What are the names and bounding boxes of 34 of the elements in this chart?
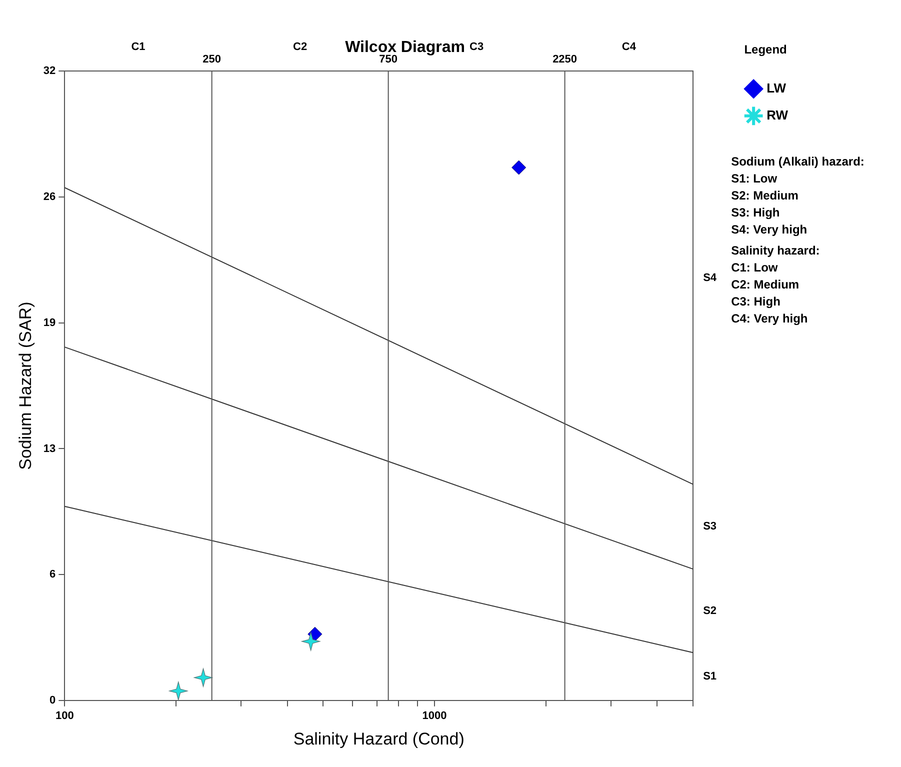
x-axis-title: Salinity Hazard (Cond) (293, 729, 464, 748)
text: S3: High (731, 206, 780, 220)
y-tick-label: 19 (43, 316, 56, 329)
text: C4 (622, 41, 637, 54)
legend-label: RW (766, 107, 789, 122)
y-tick-label: 13 (43, 442, 56, 455)
text: S2 (703, 604, 717, 617)
y-tick-label: 32 (43, 65, 56, 78)
text: S2: Medium (731, 188, 798, 203)
x-tick-label: 1000 (422, 710, 447, 722)
ref-line-label: 250 (202, 54, 222, 66)
legend-label: LW (766, 80, 787, 96)
text: C3 (470, 41, 484, 54)
text: S3 (703, 520, 717, 533)
text: Sodium (Alkali) hazard: (731, 154, 864, 169)
text: S1 (703, 670, 717, 683)
text: C3: High (731, 294, 780, 309)
text: S4: Very high (731, 222, 808, 237)
text: C1: Low (731, 260, 778, 275)
x-tick-label: 100 (55, 710, 74, 722)
text: S4 (703, 272, 718, 284)
text: Salinity hazard: (731, 244, 820, 258)
ref-line-label: 750 (379, 54, 398, 66)
text: C1 (131, 41, 146, 54)
y-tick-label: 26 (43, 191, 56, 204)
y-tick-label: 6 (50, 568, 56, 581)
y-tick-label: 0 (50, 694, 56, 706)
ref-line-label: 2250 (552, 54, 578, 66)
y-axis-title: Sodium Hazard (SAR) (16, 302, 35, 470)
text: C2 (293, 41, 308, 54)
text: C2: Medium (731, 278, 800, 292)
text: S1: Low (731, 172, 778, 186)
text: C4: Very high (731, 312, 808, 326)
legend-title: Legend (744, 42, 787, 56)
